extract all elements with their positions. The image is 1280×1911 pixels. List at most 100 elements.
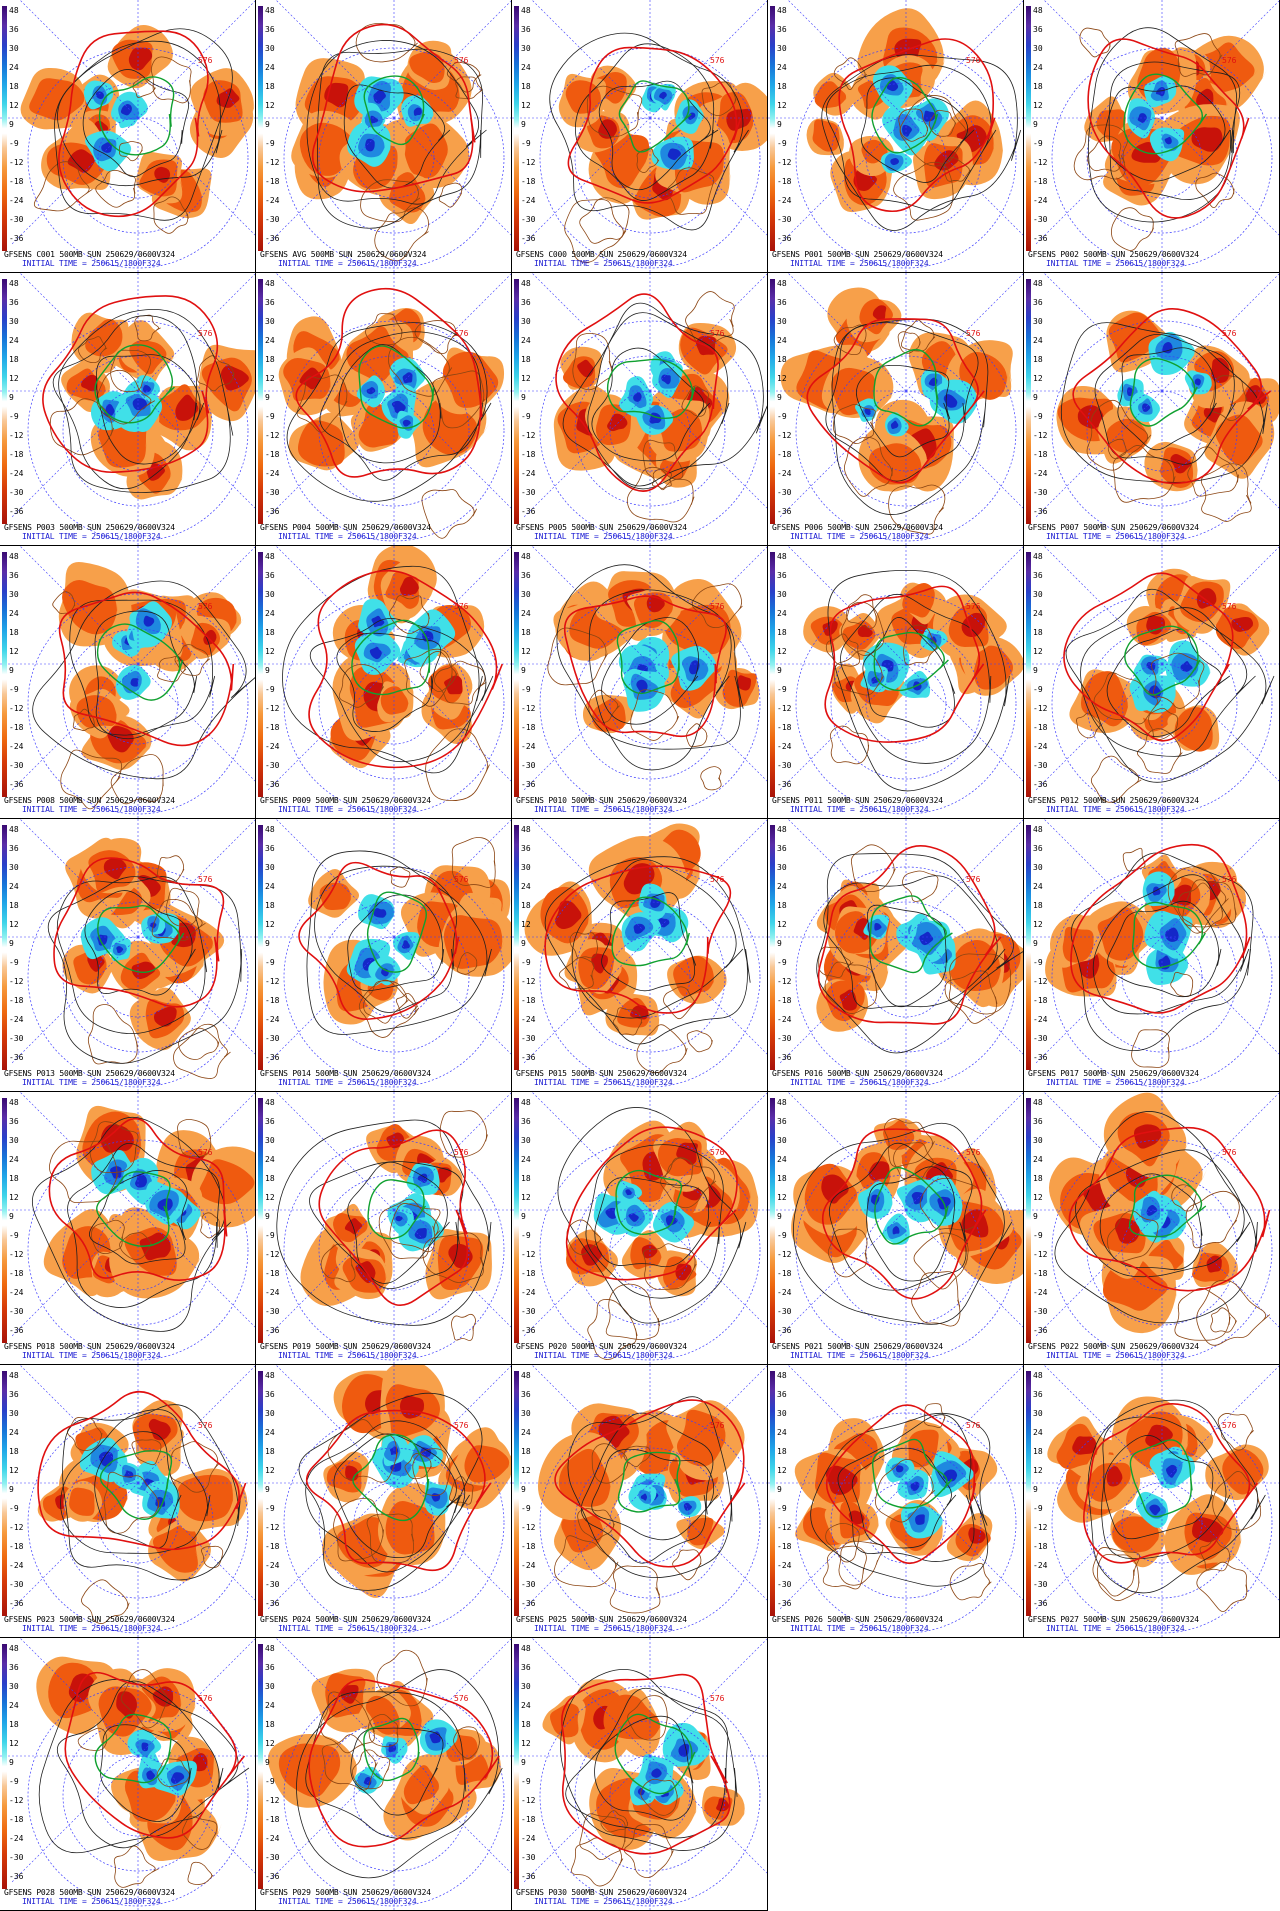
colorbar-tick-label: 9 <box>265 393 270 402</box>
coastline <box>1187 446 1239 497</box>
coastline <box>833 650 884 696</box>
ensemble-member-panel: 576 48 36 30 24 18 12 9 -9 -12 -18 -24 -30 -36 GFSENS … <box>768 1092 1024 1365</box>
colorbar-ticks: 48 36 30 24 18 12 9 -9 -12 -18 -24 -30 -36 <box>265 821 283 1069</box>
ensemble-member-panel: 576 48 36 30 24 18 12 9 -9 -12 -18 -24 -30 -36 GFSENS … <box>256 1365 512 1638</box>
panel-caption: GFSENS P004 500MB SUN 250629/0600V324 <box>260 523 431 532</box>
coastline <box>818 946 854 978</box>
contour-576 <box>308 1679 500 1848</box>
colorbar <box>514 552 519 797</box>
positive-anomaly-dark <box>1114 1217 1141 1244</box>
colorbar-tick-label: -30 <box>521 488 536 497</box>
colorbar-tick-label: -12 <box>9 1796 24 1805</box>
panel-caption: GFSENS P017 500MB SUN 250629/0600V324 <box>1028 1069 1199 1078</box>
colorbar-tick-label: 9 <box>777 1212 782 1221</box>
negative-anomaly-dark <box>890 420 899 430</box>
colorbar-tick-label: 36 <box>9 571 19 580</box>
colorbar-tick-label: 24 <box>1033 63 1043 72</box>
colorbar-tick-label: -9 <box>521 412 531 421</box>
ensemble-member-panel: 576 48 36 30 24 18 12 9 -9 -12 -18 -24 -30 -36 GFSENS … <box>1024 819 1280 1092</box>
contour-label: 576 <box>710 1148 725 1157</box>
positive-anomaly-mid <box>319 882 352 911</box>
colorbar-tick-label: -24 <box>777 742 792 751</box>
negative-anomaly-dark <box>402 419 412 427</box>
colorbar-tick-label: 24 <box>1033 609 1043 618</box>
contour-green <box>871 76 939 154</box>
colorbar-tick-label: 18 <box>265 901 275 910</box>
colorbar <box>2 552 7 797</box>
coastline <box>846 594 877 629</box>
height-contour <box>1106 628 1231 737</box>
colorbar-tick-label: -30 <box>1033 1307 1048 1316</box>
height-contour <box>336 632 442 732</box>
height-contour <box>57 40 223 187</box>
colorbar-tick-label: 12 <box>265 647 275 656</box>
initial-time-caption: INITIAL TIME = 250615/1800F324 <box>1046 1624 1185 1633</box>
colorbar-tick-label: 9 <box>265 666 270 675</box>
positive-anomaly-dark <box>1245 385 1267 405</box>
height-contour <box>574 43 715 201</box>
contour-576 <box>1087 38 1250 219</box>
colorbar-tick-label: 48 <box>9 279 19 288</box>
colorbar-ticks: 48 36 30 24 18 12 9 -9 -12 -18 -24 -30 -36 <box>265 275 283 523</box>
colorbar-tick-label: -9 <box>521 1231 531 1240</box>
height-contour <box>338 344 442 464</box>
ensemble-member-panel: 576 48 36 30 24 18 12 9 -9 -12 -18 -24 -30 -36 GFSENS … <box>768 819 1024 1092</box>
colorbar-tick-label: 48 <box>265 1371 275 1380</box>
panel-caption: GFSENS P012 500MB SUN 250629/0600V324 <box>1028 796 1199 805</box>
positive-anomaly-mid <box>297 420 346 467</box>
colorbar-ticks: 48 36 30 24 18 12 9 -9 -12 -18 -24 -30 -36 <box>521 2 539 250</box>
coastline <box>825 633 861 667</box>
colorbar-tick-label: -30 <box>265 1307 280 1316</box>
positive-anomaly-mid <box>278 1743 342 1798</box>
colorbar-tick-label: -30 <box>521 215 536 224</box>
ensemble-member-panel: 576 48 36 30 24 18 12 9 -9 -12 -18 -24 -30 -36 GFSENS … <box>512 273 768 546</box>
ensemble-member-panel: 576 48 36 30 24 18 12 9 -9 -12 -18 -24 -30 -36 GFSENS … <box>256 819 512 1092</box>
colorbar-tick-label: 24 <box>265 609 275 618</box>
colorbar-tick-label: 30 <box>777 863 787 872</box>
initial-time-caption: INITIAL TIME = 250615/1800F324 <box>790 805 929 814</box>
height-anomaly-map: 576 <box>768 0 1023 272</box>
coastline <box>903 624 939 666</box>
colorbar <box>2 1644 7 1889</box>
contour-576 <box>555 293 719 492</box>
colorbar-tick-label: -24 <box>265 1015 280 1024</box>
contour-576 <box>564 595 727 738</box>
colorbar-tick-label: -9 <box>777 1504 787 1513</box>
colorbar-tick-label: 12 <box>777 920 787 929</box>
coastline <box>822 1545 867 1590</box>
contour-576 <box>295 287 483 478</box>
colorbar-tick-label: -12 <box>9 977 24 986</box>
colorbar-tick-label: 24 <box>9 1701 19 1710</box>
colorbar-tick-label: -30 <box>265 1034 280 1043</box>
negative-anomaly-dark <box>419 1447 432 1458</box>
ensemble-member-panel: 576 48 36 30 24 18 12 9 -9 -12 -18 -24 -30 -36 GFSENS … <box>512 1638 768 1911</box>
colorbar-tick-label: -24 <box>521 1288 536 1297</box>
coastline <box>572 332 613 391</box>
colorbar-tick-label: -18 <box>521 450 536 459</box>
colorbar-tick-label: 12 <box>9 374 19 383</box>
height-contour <box>837 1414 976 1562</box>
height-contour <box>60 1409 211 1554</box>
colorbar <box>1026 1371 1031 1616</box>
ensemble-member-panel: 576 48 36 30 24 18 12 9 -9 -12 -18 -24 -30 -36 GFSENS … <box>768 1365 1024 1638</box>
coastline <box>1076 712 1102 739</box>
height-contour <box>557 1107 747 1324</box>
height-contour <box>298 1392 483 1591</box>
contour-green <box>358 345 435 429</box>
colorbar-tick-label: 24 <box>521 336 531 345</box>
height-contour <box>56 1680 224 1849</box>
positive-anomaly-mid <box>603 1694 663 1740</box>
colorbar-tick-label: -12 <box>521 1523 536 1532</box>
height-contour <box>544 856 751 1045</box>
positive-anomaly-dark <box>623 863 656 895</box>
colorbar <box>258 1644 263 1889</box>
coastline <box>1087 135 1122 172</box>
contour-label: 576 <box>454 1148 469 1157</box>
colorbar-tick-label: 48 <box>9 1098 19 1107</box>
colorbar-tick-label: 30 <box>9 1136 19 1145</box>
colorbar-tick-label: -36 <box>777 1053 792 1062</box>
coastline <box>844 436 893 497</box>
height-anomaly-map: 576 <box>256 273 511 545</box>
coastline <box>833 403 876 444</box>
positive-anomaly-dark <box>153 1006 177 1027</box>
